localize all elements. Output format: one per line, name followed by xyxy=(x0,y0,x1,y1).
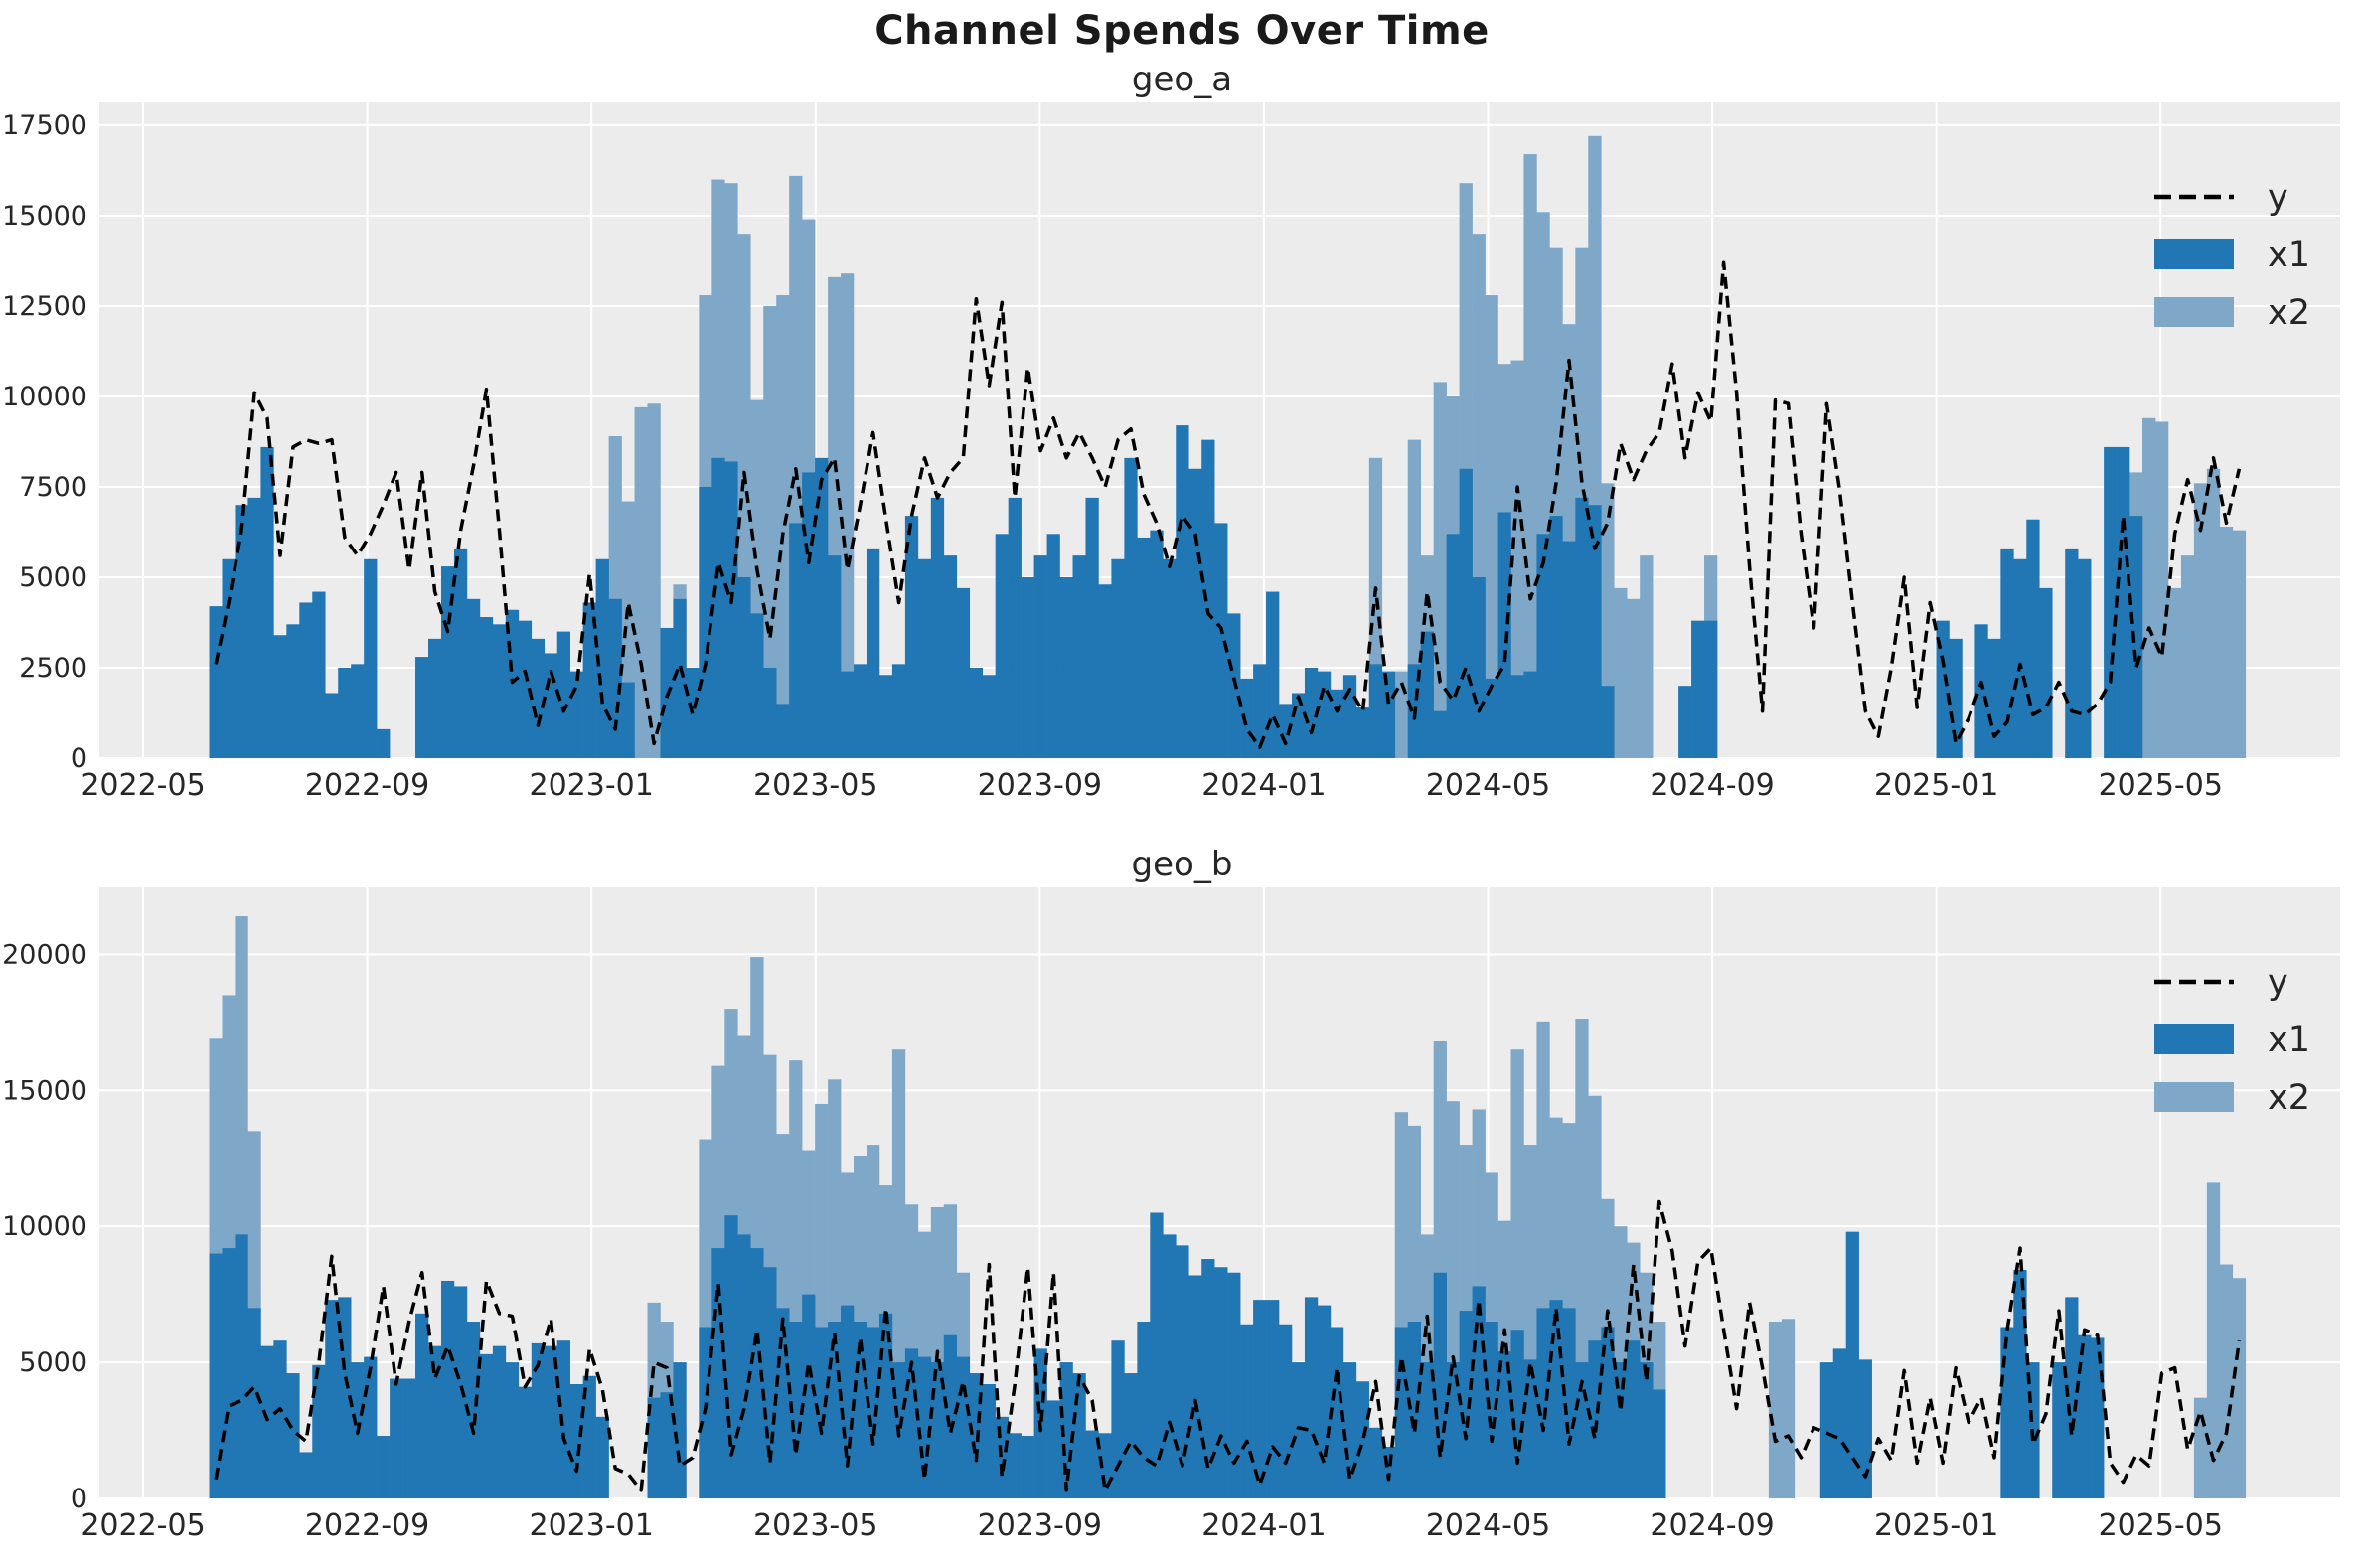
svg-text:2025-01: 2025-01 xyxy=(1874,1508,1998,1543)
svg-text:2025-05: 2025-05 xyxy=(2099,1508,2223,1543)
svg-text:2022-09: 2022-09 xyxy=(305,1508,429,1543)
svg-text:2022-09: 2022-09 xyxy=(305,768,429,803)
legend-swatch-x2 xyxy=(2154,1082,2234,1112)
svg-text:2022-05: 2022-05 xyxy=(80,768,205,803)
legend: y x1 x2 xyxy=(2154,963,2310,1118)
y-tick-labels: 0 5000 10000 15000 20000 xyxy=(2,939,87,1514)
legend-swatch-x1 xyxy=(2154,239,2234,269)
svg-text:7500: 7500 xyxy=(19,472,87,503)
svg-text:2024-01: 2024-01 xyxy=(1201,768,1326,803)
svg-text:15000: 15000 xyxy=(2,201,87,232)
svg-text:2024-05: 2024-05 xyxy=(1426,768,1550,803)
svg-text:2022-05: 2022-05 xyxy=(80,1508,205,1543)
svg-text:2023-05: 2023-05 xyxy=(753,1508,877,1543)
x-tick-labels: 2022-05 2022-09 2023-01 2023-05 2023-09 2024-… xyxy=(80,768,2223,803)
svg-text:2023-05: 2023-05 xyxy=(753,768,877,803)
subplot-title-geo-a: geo_a xyxy=(1131,60,1233,99)
svg-text:17500: 17500 xyxy=(2,110,87,141)
legend-label-x1: x1 xyxy=(2268,235,2310,275)
svg-text:5000: 5000 xyxy=(19,1347,87,1378)
legend-swatch-x2 xyxy=(2154,297,2234,327)
y-line xyxy=(214,260,2242,749)
svg-text:0: 0 xyxy=(71,1484,87,1514)
legend-swatch-x1 xyxy=(2154,1024,2234,1054)
legend-label-y: y xyxy=(2268,963,2288,1003)
svg-text:0: 0 xyxy=(71,743,87,774)
svg-text:12500: 12500 xyxy=(2,291,87,322)
legend-label-y: y xyxy=(2268,178,2288,218)
svg-text:10000: 10000 xyxy=(2,382,87,412)
svg-text:2024-09: 2024-09 xyxy=(1650,768,1774,803)
legend-label-x2: x2 xyxy=(2268,293,2310,333)
y-line xyxy=(214,1199,2242,1492)
svg-text:2025-05: 2025-05 xyxy=(2099,768,2223,803)
y-tick-labels: 0 2500 5000 7500 10000 12500 15000 17500 xyxy=(2,110,87,774)
svg-text:2023-01: 2023-01 xyxy=(529,1508,653,1543)
subplot-geo_a: 0 2500 5000 7500 10000 12500 15000 17500 2022-05… xyxy=(2,102,2340,803)
svg-text:2024-09: 2024-09 xyxy=(1650,1508,1774,1543)
subplot-geo_b: 0 5000 10000 15000 20000 2022-05 2022-09 2023-0… xyxy=(2,887,2340,1543)
figure-title: Channel Spends Over Time xyxy=(874,8,1490,54)
svg-text:5000: 5000 xyxy=(19,562,87,593)
svg-text:20000: 20000 xyxy=(2,939,87,970)
bars-x1 xyxy=(209,425,2143,758)
x-tick-labels: 2022-05 2022-09 2023-01 2023-05 2023-09 2024-… xyxy=(80,1508,2223,1543)
svg-text:10000: 10000 xyxy=(2,1211,87,1242)
legend: y x1 x2 xyxy=(2154,178,2310,333)
svg-text:2025-01: 2025-01 xyxy=(1874,768,1998,803)
svg-text:15000: 15000 xyxy=(2,1075,87,1106)
svg-text:2024-05: 2024-05 xyxy=(1426,1508,1550,1543)
svg-text:2023-01: 2023-01 xyxy=(529,768,653,803)
svg-text:2023-09: 2023-09 xyxy=(978,1508,1102,1543)
subplot-title-geo-b: geo_b xyxy=(1131,845,1233,884)
svg-text:2024-01: 2024-01 xyxy=(1201,1508,1326,1543)
legend-label-x2: x2 xyxy=(2268,1078,2310,1118)
svg-text:2500: 2500 xyxy=(19,653,87,684)
legend-label-x1: x1 xyxy=(2268,1020,2310,1060)
svg-text:2023-09: 2023-09 xyxy=(978,768,1102,803)
